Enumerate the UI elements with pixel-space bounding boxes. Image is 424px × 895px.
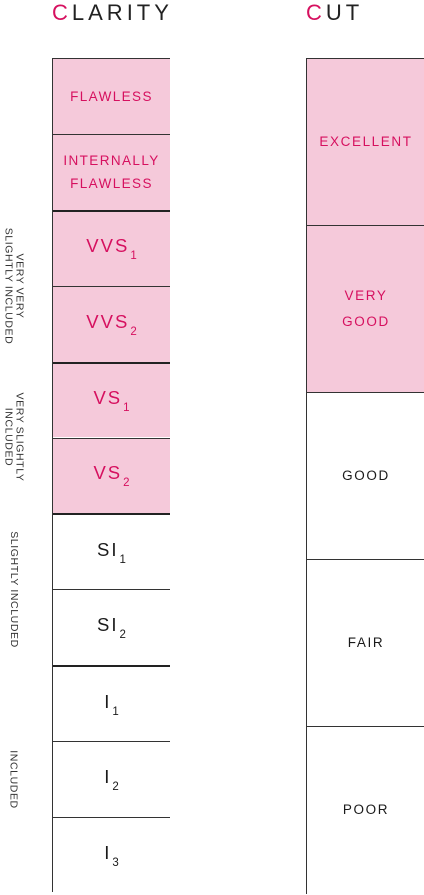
clarity-grade-label: I1 (104, 691, 119, 718)
clarity-group-slightly-included: SLIGHTLY INCLUDED (0, 513, 26, 665)
clarity-grade-main: VS (93, 462, 123, 484)
clarity-group-label: INCLUDED (7, 749, 20, 809)
clarity-grade-vvs1: VVS1 (53, 209, 170, 286)
clarity-grade-subscript: 2 (119, 629, 126, 642)
clarity-grade-si1: SI1 (53, 513, 170, 589)
clarity-grade-subscript: 2 (130, 325, 137, 338)
cut-heading-rest: UT (325, 0, 364, 25)
clarity-grade-internally-flawless: INTERNALLY FLAWLESS (53, 133, 170, 210)
clarity-grade-vs2: VS2 (53, 437, 170, 514)
clarity-grade-subscript: 1 (123, 402, 130, 415)
clarity-grade-label: I2 (104, 766, 119, 793)
cut-grade-excellent: EXCELLENT (307, 58, 424, 225)
cut-heading: CUT (306, 0, 363, 28)
clarity-heading-initial: C (52, 0, 72, 25)
clarity-grade-main: VVS (86, 235, 130, 257)
cut-grade-poor: POOR (307, 726, 424, 893)
clarity-group-label: SLIGHTLY INCLUDED (7, 530, 20, 648)
cut-grade-label: FAIR (347, 635, 385, 650)
clarity-heading-rest: LARITY (71, 0, 173, 25)
clarity-grade-i2: I2 (53, 741, 170, 817)
clarity-grade-label: SI1 (97, 539, 126, 566)
clarity-grade-vvs2: VVS2 (53, 285, 170, 362)
clarity-grade-vs1: VS1 (53, 361, 170, 438)
cut-scale: EXCELLENT VERY GOOD GOOD FAIR POOR (306, 58, 424, 894)
clarity-group-label: VERY SLIGHTLY INCLUDED (2, 393, 26, 482)
clarity-grade-i3: I3 (53, 817, 170, 893)
clarity-grade-label: VVS2 (86, 311, 136, 338)
clarity-grade-main: I (104, 766, 112, 788)
cut-grade-good: GOOD (307, 392, 424, 559)
clarity-grade-label: FLAWLESS (70, 88, 153, 104)
clarity-grade-subscript: 1 (130, 250, 137, 263)
cut-grade-label: POOR (342, 802, 390, 817)
cut-grade-very-good: VERY GOOD (307, 225, 424, 392)
clarity-group-included: INCLUDED (0, 665, 26, 893)
clarity-grade-subscript: 1 (112, 705, 119, 718)
clarity-grade-subscript: 1 (119, 553, 126, 566)
clarity-grade-main: I (104, 690, 112, 712)
clarity-grade-subscript: 3 (112, 856, 119, 869)
clarity-grade-main: I (104, 841, 112, 863)
clarity-grade-flawless: FLAWLESS (53, 58, 170, 134)
cut-grade-label: GOOD (342, 468, 390, 483)
clarity-grade-label: VS1 (93, 387, 129, 414)
clarity-grade-main: VVS (86, 310, 130, 332)
cut-grade-fair: FAIR (307, 559, 424, 726)
clarity-grade-label: SI2 (97, 614, 126, 641)
cut-grade-label: EXCELLENT (319, 134, 413, 149)
clarity-group-very-slightly-included: VERY SLIGHTLY INCLUDED (0, 362, 26, 514)
clarity-grade-label: VS2 (93, 462, 129, 489)
clarity-grade-subscript: 2 (123, 477, 130, 490)
clarity-grade-main: SI (97, 614, 119, 636)
cut-grade-label: VERY GOOD (342, 288, 390, 329)
clarity-scale: FLAWLESS INTERNALLY FLAWLESS VVS1 VVS2 VS1 VS2… (52, 58, 170, 892)
clarity-grade-label: I3 (104, 842, 119, 869)
clarity-grade-i1: I1 (53, 665, 170, 741)
clarity-grade-main: VS (93, 387, 123, 409)
clarity-grade-main: SI (97, 538, 119, 560)
cut-heading-initial: C (306, 0, 326, 25)
clarity-grade-subscript: 2 (112, 781, 119, 794)
clarity-group-label: VERY VERY SLIGHTLY INCLUDED (2, 227, 25, 344)
clarity-heading: CLARITY (52, 0, 173, 28)
clarity-grade-si2: SI2 (53, 589, 170, 665)
clarity-grade-label: VVS1 (86, 235, 136, 262)
clarity-grade-label: INTERNALLY FLAWLESS (63, 153, 160, 192)
clarity-group-very-very-slightly-included: VERY VERY SLIGHTLY INCLUDED (0, 210, 26, 362)
